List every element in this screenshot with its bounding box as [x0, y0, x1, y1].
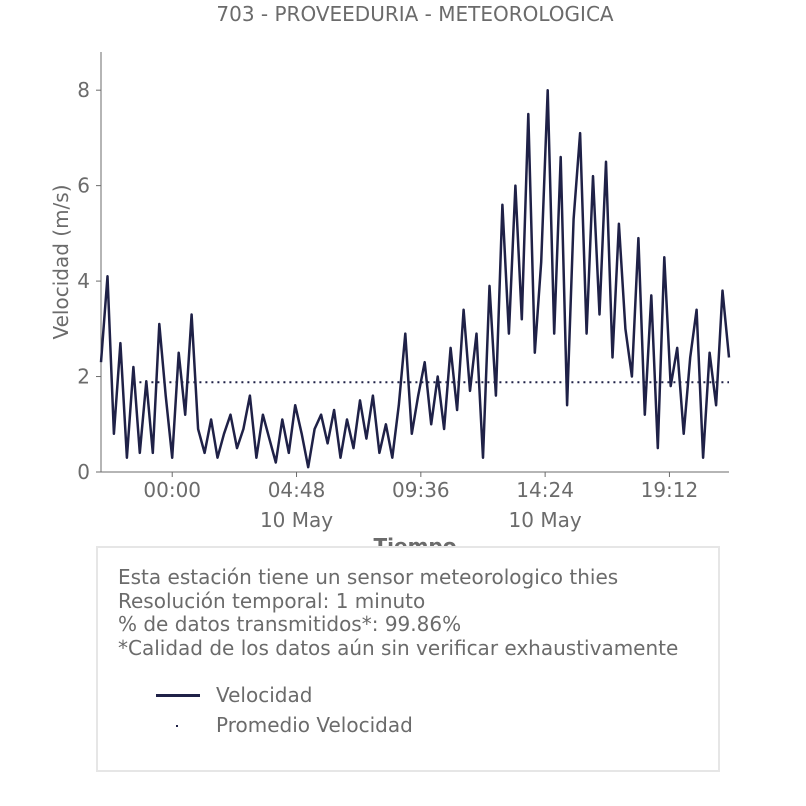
- station-info: Esta estación tiene un sensor meteorolog…: [118, 565, 679, 660]
- info-line-quality-note: *Calidad de los datos aún sin verificar …: [118, 635, 679, 660]
- info-legend-box: Esta estación tiene un sensor meteorolog…: [96, 546, 720, 772]
- x-tick-label: 19:12: [641, 478, 699, 502]
- x-tick-label: 14:24: [516, 478, 574, 502]
- legend-label-velocidad: Velocidad: [216, 683, 313, 707]
- solid-line-swatch-icon: [156, 680, 200, 710]
- info-line-resolution: Resolución temporal: 1 minuto: [118, 588, 426, 613]
- chart-title: 703 - PROVEEDURIA - METEOROLOGICA: [216, 2, 614, 26]
- legend-item-velocidad: Velocidad: [156, 680, 413, 710]
- info-line-sensor: Esta estación tiene un sensor meteorolog…: [118, 565, 619, 589]
- legend-label-promedio: Promedio Velocidad: [216, 713, 413, 737]
- dotted-line-swatch-icon: [156, 710, 200, 740]
- y-tick-label: 8: [77, 78, 90, 102]
- y-axis-label: Velocidad (m/s): [49, 184, 73, 339]
- info-line-transmitted: % de datos transmitidos*: 99.86%: [118, 612, 462, 636]
- y-tick-label: 0: [77, 460, 90, 484]
- series-line-velocidad: [99, 88, 731, 469]
- legend: Velocidad Promedio Velocidad: [156, 680, 413, 740]
- x-tick-date-label: 10 May: [260, 508, 333, 532]
- x-tick-label: 00:00: [143, 478, 201, 502]
- y-tick-label: 2: [77, 365, 90, 389]
- x-tick-label: 04:48: [268, 478, 326, 502]
- x-tick-date-label: 10 May: [509, 508, 582, 532]
- legend-item-promedio: Promedio Velocidad: [156, 710, 413, 740]
- y-tick-label: 6: [77, 174, 90, 198]
- y-tick-label: 4: [77, 269, 90, 293]
- x-tick-label: 09:36: [392, 478, 450, 502]
